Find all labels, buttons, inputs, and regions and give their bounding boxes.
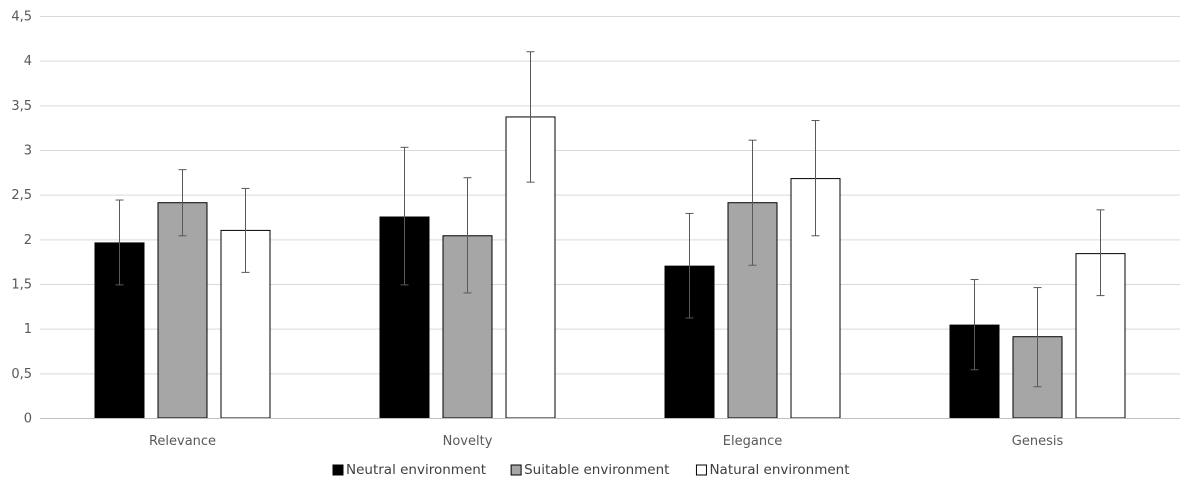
x-axis-categories: Relevance Novelty Elegance Genesis xyxy=(149,434,1064,449)
y-tick-label: 2 xyxy=(24,233,32,248)
bars xyxy=(94,116,1126,419)
legend-label: Neutral environment xyxy=(346,462,486,478)
x-category-label: Novelty xyxy=(443,434,493,449)
error-bar xyxy=(748,139,757,266)
legend-swatch xyxy=(695,464,707,476)
legend-item: Neutral environment xyxy=(332,462,486,478)
legend-item: Natural environment xyxy=(695,462,850,478)
y-tick-label: 3 xyxy=(24,144,32,159)
legend-swatch xyxy=(510,464,522,476)
x-category-label: Elegance xyxy=(723,434,782,449)
bar-natural-environment-genesis xyxy=(1075,253,1126,419)
x-category-label: Relevance xyxy=(149,434,216,449)
legend-label: Natural environment xyxy=(709,462,849,478)
y-tick-label: 3,5 xyxy=(11,99,32,114)
legend: Neutral environment Suitable environment N… xyxy=(332,462,850,478)
gridlines xyxy=(40,16,1180,375)
y-tick-label: 0,5 xyxy=(11,367,32,382)
y-tick-label: 1,5 xyxy=(11,278,32,293)
error-bar xyxy=(811,120,820,237)
error-bar xyxy=(685,212,694,319)
legend-item: Suitable environment xyxy=(510,462,669,478)
y-axis-ticks: 0 0,5 1 1,5 2 2,5 3 3,5 4 4,5 xyxy=(11,10,32,427)
error-bar xyxy=(1033,287,1042,388)
error-bar xyxy=(526,51,535,183)
y-tick-label: 4,5 xyxy=(11,10,32,25)
error-bars xyxy=(115,51,1105,388)
error-bar xyxy=(400,146,409,286)
y-tick-label: 0 xyxy=(24,412,32,427)
error-bar xyxy=(970,279,979,371)
legend-swatch xyxy=(332,464,344,476)
error-bar xyxy=(178,169,187,237)
x-category-label: Genesis xyxy=(1012,434,1064,449)
error-bar xyxy=(241,187,250,273)
error-bar xyxy=(115,199,124,286)
y-tick-label: 4 xyxy=(24,54,32,69)
error-bar xyxy=(1096,209,1105,297)
error-bar xyxy=(463,177,472,294)
legend-label: Suitable environment xyxy=(524,462,669,478)
y-tick-label: 2,5 xyxy=(11,188,32,203)
y-tick-label: 1 xyxy=(24,322,32,337)
